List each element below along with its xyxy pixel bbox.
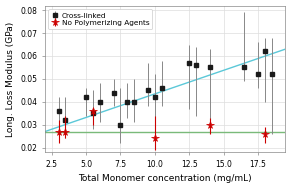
Legend: Cross-linked, No Polymerizing Agents: Cross-linked, No Polymerizing Agents <box>48 9 152 29</box>
Y-axis label: Long. Loss Modulus (GPa): Long. Loss Modulus (GPa) <box>6 21 15 136</box>
X-axis label: Total Monomer concentration (mg/mL): Total Monomer concentration (mg/mL) <box>78 174 252 184</box>
